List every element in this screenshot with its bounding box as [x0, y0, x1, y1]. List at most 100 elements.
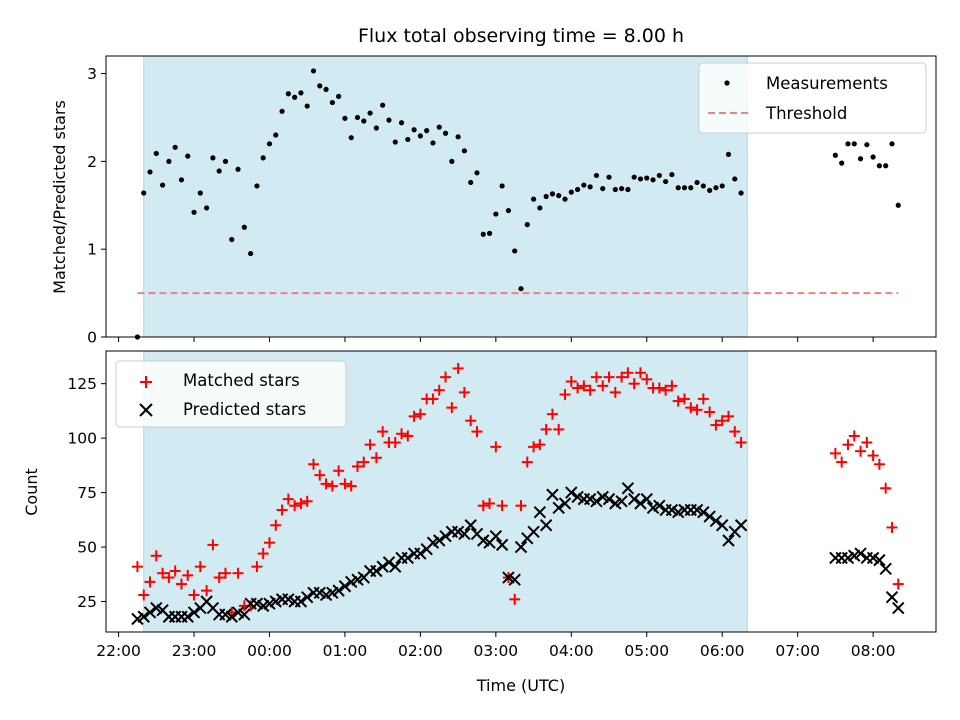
matched-star-point — [188, 589, 200, 601]
matched-star-point — [484, 497, 496, 509]
predicted-star-point — [301, 590, 314, 604]
matched-star-point — [855, 445, 867, 457]
predicted-star-point — [546, 488, 559, 501]
matched-star-point — [490, 441, 502, 453]
measurement-point — [505, 207, 512, 214]
x-tick-label: 22:00 — [96, 642, 141, 660]
matched-star-point — [389, 436, 401, 448]
matched-star-point — [163, 572, 175, 584]
measurement-point — [839, 160, 845, 166]
measurement-point — [424, 128, 430, 134]
predicted-star-point — [539, 519, 553, 532]
matched-star-point — [465, 415, 477, 427]
predicted-star-point — [414, 547, 427, 560]
predicted-star-point — [508, 573, 521, 586]
bottom-panel: 25 50 75 100 125 22:00 23:00 00:00 01:00 02:00 03… — [22, 350, 937, 695]
matched-star-point — [182, 569, 194, 581]
measurement-point — [474, 170, 480, 176]
measurement-point — [675, 185, 681, 191]
y-tick-label: 125 — [67, 375, 97, 393]
measurement-point — [260, 155, 266, 161]
measurement-point — [292, 94, 298, 100]
measurement-point — [845, 141, 851, 147]
measurement-point — [285, 91, 291, 97]
measurement-point — [631, 174, 637, 180]
measurement-point — [480, 231, 486, 237]
legend-predicted-marker — [139, 403, 153, 417]
measurement-point — [876, 163, 883, 169]
predicted-star-point — [389, 560, 402, 573]
measurement-point — [688, 185, 694, 191]
matched-star-point — [609, 386, 621, 398]
measurement-point — [266, 141, 273, 147]
legend-measurements-marker — [724, 80, 730, 86]
matched-star-point — [861, 436, 873, 448]
predicted-star-point — [439, 529, 452, 543]
x-tick-label: 01:00 — [323, 642, 368, 660]
matched-star-point — [660, 384, 672, 396]
x-axis-label: Time (UTC) — [476, 676, 565, 695]
measurement-point — [191, 209, 197, 215]
top-y-axis-label: Matched/Predicted stars — [50, 100, 69, 294]
predicted-star-point — [885, 590, 899, 604]
measurement-point — [248, 250, 254, 257]
y-tick-label: 1 — [87, 241, 97, 259]
chart-title: Flux total observing time = 8.00 h — [358, 25, 684, 47]
matched-star-point — [723, 410, 734, 422]
predicted-star-point — [489, 529, 503, 543]
measurement-point — [204, 205, 210, 211]
predicted-star-point — [558, 497, 572, 510]
measurement-point — [637, 176, 644, 182]
matched-star-point — [219, 567, 231, 579]
predicted-star-point — [458, 527, 471, 541]
measurement-point — [512, 248, 518, 254]
matched-star-point — [364, 439, 376, 451]
matched-star-point — [377, 426, 389, 438]
matched-star-point — [433, 384, 445, 396]
predicted-star-point — [590, 495, 603, 508]
measurement-point — [166, 158, 172, 164]
predicted-star-point — [640, 492, 653, 506]
matched-star-point — [270, 519, 282, 531]
matched-star-point — [370, 452, 382, 464]
measurement-point — [210, 155, 216, 161]
measurement-point — [700, 183, 706, 189]
matched-star-point — [314, 469, 326, 481]
matched-star-point — [458, 386, 470, 398]
matched-star-point — [867, 450, 879, 462]
matched-star-point — [427, 393, 439, 405]
matched-star-point — [150, 550, 162, 562]
matched-star-point — [616, 371, 628, 383]
y-tick-label: 2 — [87, 153, 97, 171]
matched-star-point — [339, 478, 351, 490]
measurement-point — [499, 183, 505, 189]
measurement-point — [468, 179, 474, 186]
matched-star-point — [873, 458, 885, 470]
measurement-point — [681, 185, 688, 191]
y-tick-label: 100 — [67, 430, 97, 448]
matched-star-point — [836, 456, 848, 468]
measurement-point — [235, 166, 241, 172]
measurement-point — [656, 172, 662, 179]
matched-star-point — [169, 565, 181, 577]
matched-star-point — [572, 382, 584, 394]
measurement-point — [568, 189, 574, 195]
measurement-point — [707, 187, 713, 193]
predicted-star-point — [734, 519, 748, 532]
matched-star-point — [678, 393, 690, 405]
predicted-star-point — [238, 608, 251, 621]
matched-star-point — [251, 561, 263, 573]
matched-star-point — [534, 439, 546, 451]
measurement-point — [405, 136, 411, 143]
top-panel: 0 1 2 3 Matched/Predicted stars Measurement… — [50, 55, 937, 347]
matched-star-point — [578, 380, 590, 392]
matched-star-point — [710, 419, 722, 431]
measurement-point — [889, 141, 895, 147]
matched-star-point — [886, 521, 898, 533]
predicted-star-point — [697, 505, 710, 519]
y-tick-label: 75 — [77, 484, 97, 502]
bottom-legend: Matched stars Predicted stars — [115, 360, 347, 428]
x-tick-label: 05:00 — [624, 642, 669, 660]
shaded-span — [143, 55, 748, 338]
measurement-point — [348, 135, 354, 141]
